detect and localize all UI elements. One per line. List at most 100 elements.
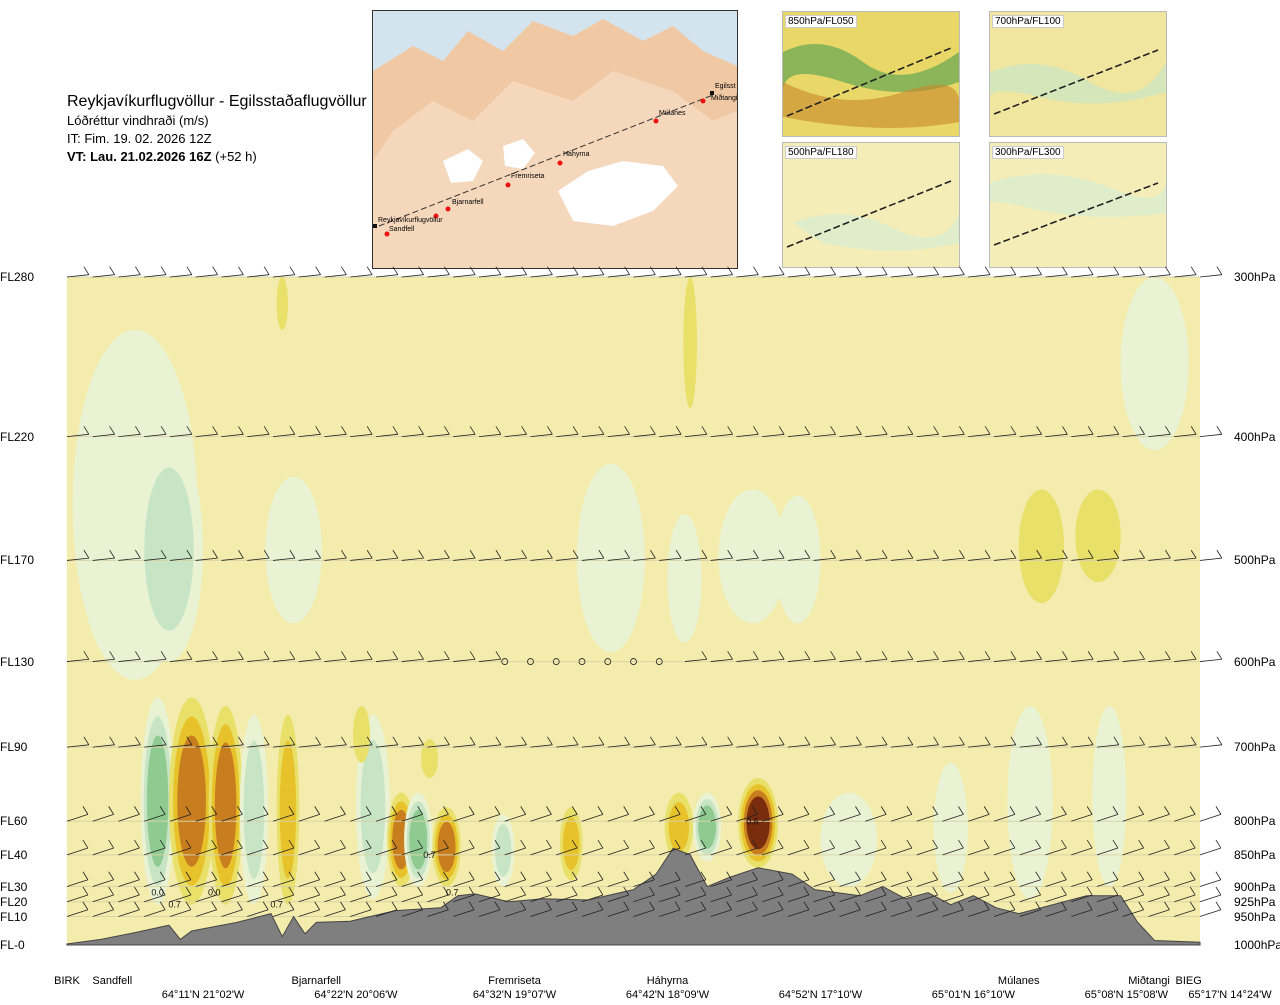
barb-flag-5-4 (185, 806, 192, 815)
barb-shaft-2-0 (66, 557, 89, 561)
barb-shaft-4-40 (1096, 744, 1119, 748)
barb-shaft-1-2 (118, 433, 141, 438)
barb-flag-3-14 (444, 651, 450, 660)
barb-flag-4-36 (1010, 736, 1017, 746)
barb-flag-6-30 (855, 839, 861, 849)
map-glacier-west (443, 149, 483, 183)
barb-flag-5-42 (1164, 806, 1170, 815)
barb-shaft-1-25 (710, 433, 733, 438)
fl-label-1: FL220 (0, 429, 35, 444)
barb-shaft-5-32 (890, 814, 913, 822)
barb-shaft-0-8 (272, 274, 295, 278)
barb-flag-5-26 (752, 806, 758, 815)
barb-flag-2-15 (469, 549, 476, 559)
barb-shaft-8-23 (659, 894, 681, 903)
barb-flag-1-9 (315, 426, 321, 435)
barb-shaft-8-4 (169, 894, 192, 903)
barb-flag-4-6 (238, 736, 244, 746)
barb-shaft-1-4 (169, 433, 192, 438)
field-sink-22-0 (820, 792, 878, 887)
barb-shaft-3-40 (1096, 658, 1119, 662)
barb-flag-4-27 (778, 736, 785, 746)
barb-shaft-1-20 (581, 433, 604, 438)
barb-shaft-4-39 (1071, 744, 1094, 748)
barb-shaft-3-29 (813, 658, 836, 662)
barb-shaft-1-7 (247, 433, 270, 438)
barb-shaft-5-2 (118, 814, 140, 822)
barb-flag-2-21 (624, 549, 630, 559)
barb-shaft-4-18 (530, 744, 553, 748)
barb-flag-1-4 (186, 426, 193, 435)
field-sink-25-0 (1092, 705, 1127, 887)
barb-shaft-2-27 (762, 557, 785, 561)
coord-label-5: 65°01'N 16°10'W (931, 989, 1016, 1001)
barb-flag-6-33 (932, 839, 939, 849)
field-sink-4-0 (718, 489, 787, 624)
barb-flag-7-41 (1138, 871, 1145, 880)
terrain-fill (66, 847, 1201, 946)
barb-flag-2-30 (856, 549, 862, 559)
barb-shaft-4-24 (684, 744, 707, 748)
barb-shaft-3-41 (1122, 658, 1145, 662)
barb-shaft-4-17 (504, 744, 527, 748)
barb-flag-3-39 (1087, 651, 1094, 660)
barb-shaft-0-2 (118, 274, 141, 278)
hpa-label-10: 1000hPa (1234, 938, 1280, 952)
barb-shaft-6-39 (1071, 847, 1093, 856)
barb-flag-7-3 (159, 871, 166, 880)
barb-flag-2-40 (1113, 549, 1120, 559)
barb-flag-5-3 (159, 806, 166, 815)
barb-flag-1-11 (366, 426, 373, 435)
barb-shaft-3-27 (762, 658, 785, 662)
station-label-7: BIEG (1175, 975, 1202, 987)
barb-shaft-1-9 (298, 433, 321, 438)
barb-shaft-0-9 (298, 274, 321, 278)
barb-shaft-1-33 (916, 433, 939, 438)
barb-shaft-4-43 (1174, 744, 1197, 748)
barb-shaft-2-32 (890, 557, 913, 561)
field-sink-7-0 (1120, 277, 1189, 451)
barb-shaft-1-24 (684, 433, 707, 438)
barb-shaft-7-24 (684, 879, 707, 887)
barb-flag-5-32 (906, 806, 913, 815)
barb-flag-1-24 (701, 426, 708, 435)
barb-shaft-7-28 (787, 879, 810, 887)
barb-shaft-5-5 (195, 814, 217, 822)
barb-flag-1-6 (238, 426, 244, 435)
barb-shaft-7-27 (762, 879, 784, 887)
barb-flag-9-32 (906, 901, 913, 910)
barb-flag-9-15 (468, 901, 475, 910)
field-sink-8-2 (146, 735, 169, 867)
station-label-5: Múlanes (997, 975, 1040, 987)
barb-shaft-8-7 (247, 894, 269, 903)
barb-shaft-5-4 (169, 814, 192, 822)
barb-shaft-2-38 (1045, 557, 1068, 561)
barb-shaft-8-16 (478, 894, 501, 903)
barb-flag-7-20 (597, 871, 604, 880)
barb-shaft-2-4 (169, 557, 192, 561)
barb-shaft-8-6 (221, 894, 243, 903)
barb-shaft-8-25 (710, 894, 732, 903)
barb-flag-8-35 (983, 886, 990, 896)
barb-shaft-9-21 (607, 909, 629, 917)
barb-shaft-3-26 (736, 658, 759, 662)
fl-label-8: FL20 (0, 894, 28, 909)
barb-shaft-7-15 (453, 879, 475, 887)
barb-shaft-9-6 (221, 909, 243, 917)
calm-marker-3-21 (604, 658, 612, 665)
barb-flag-1-32 (907, 426, 914, 435)
barb-shaft-8-15 (453, 894, 475, 903)
barb-shaft-2-2 (118, 557, 141, 561)
barb-shaft-4-14 (427, 744, 450, 748)
barb-flag-7-11 (365, 871, 372, 880)
barb-shaft-9-1 (92, 909, 114, 917)
fl-label-4: FL90 (0, 740, 28, 755)
cell-label-2: 0.0 (208, 888, 221, 898)
barb-shaft-2-12 (375, 557, 398, 561)
barb-flag-9-24 (700, 901, 707, 910)
chart-titles: Reykjavíkurflugvöllur - Egilsstaðaflugvö… (67, 92, 367, 166)
barb-shaft-5-42 (1148, 814, 1170, 822)
barb-flag-1-33 (933, 426, 939, 435)
barb-shaft-7-10 (324, 879, 346, 887)
barb-shaft-4-21 (607, 744, 630, 748)
